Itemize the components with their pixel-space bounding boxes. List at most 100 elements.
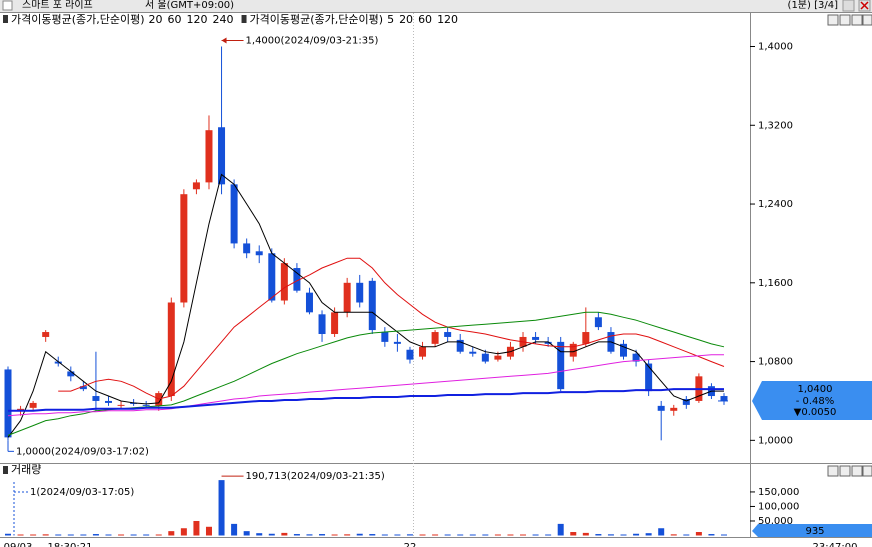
candle-body bbox=[180, 194, 188, 303]
candle-body bbox=[268, 253, 276, 301]
volume-bar bbox=[557, 523, 564, 536]
moving-average-line bbox=[7, 354, 724, 417]
volume-bar bbox=[55, 534, 62, 536]
button[interactable] bbox=[851, 465, 863, 477]
candle-body bbox=[243, 243, 251, 254]
y-tick-label: 1,1600 bbox=[758, 278, 793, 289]
volume-bar bbox=[507, 534, 514, 536]
volume-bar bbox=[180, 528, 187, 536]
candle-body bbox=[331, 312, 339, 335]
volume-bar bbox=[469, 534, 476, 536]
volume-bar bbox=[582, 532, 589, 536]
volume-bar bbox=[369, 534, 376, 536]
candle-body bbox=[192, 182, 200, 190]
button[interactable] bbox=[827, 465, 839, 477]
volume-bar bbox=[595, 534, 602, 536]
volume-bar bbox=[155, 534, 162, 536]
legend-entry: 240 bbox=[213, 13, 234, 26]
period: (1분) [3/4] bbox=[788, 0, 839, 11]
candle-body bbox=[582, 332, 590, 344]
button[interactable] bbox=[862, 465, 872, 477]
candle-body bbox=[318, 314, 326, 335]
y-tick-label: 1,4000 bbox=[758, 42, 793, 53]
timezone: 서 울(GMT+09:00) bbox=[145, 0, 234, 11]
volume-bar bbox=[67, 534, 74, 536]
moving-average-line bbox=[58, 257, 725, 400]
legend-entry: 60 bbox=[418, 13, 432, 26]
candle-body bbox=[419, 346, 427, 357]
close-icon bbox=[860, 1, 869, 10]
volume-bar bbox=[721, 534, 727, 536]
candle-body bbox=[381, 332, 389, 342]
legend-entry: 20 bbox=[149, 13, 163, 26]
candle-body bbox=[230, 184, 238, 244]
volume-bar bbox=[344, 534, 351, 536]
volume-bar bbox=[633, 533, 640, 536]
candle-body bbox=[720, 396, 728, 401]
change: ▼0.0050 bbox=[794, 407, 837, 418]
moving-average-line bbox=[7, 173, 724, 438]
candle-body bbox=[557, 341, 565, 390]
candle-body bbox=[544, 341, 552, 344]
candle-body bbox=[494, 355, 502, 360]
panel-icon bbox=[3, 466, 8, 474]
volume-bar bbox=[281, 532, 288, 536]
volume-bar bbox=[545, 534, 552, 536]
checkbox[interactable] bbox=[2, 0, 13, 11]
y-tick-label: 1,2400 bbox=[758, 199, 793, 210]
volume-bar bbox=[482, 534, 489, 536]
volume-bar bbox=[607, 534, 614, 536]
volume-bar bbox=[205, 526, 212, 536]
button[interactable] bbox=[851, 14, 863, 26]
indicator-label: 가격이동평균(종가,단순이평) bbox=[11, 13, 145, 26]
candle-body bbox=[79, 386, 87, 390]
volume-bar bbox=[268, 533, 275, 536]
legend-entry: 20 bbox=[399, 13, 413, 26]
volume-bar bbox=[520, 534, 527, 536]
candle-body bbox=[92, 396, 100, 401]
y-tick-label: 100,000 bbox=[758, 501, 799, 512]
volume-bar bbox=[331, 534, 338, 536]
volume-bar bbox=[319, 534, 326, 536]
volume-bar bbox=[218, 480, 225, 536]
restore-button[interactable] bbox=[842, 0, 855, 12]
candle-body bbox=[569, 343, 577, 357]
candle-body bbox=[117, 404, 125, 406]
candle-body bbox=[343, 282, 351, 313]
last-volume: 935 bbox=[805, 526, 824, 537]
candle-body bbox=[130, 402, 138, 404]
y-tick-label: 1,0000 bbox=[758, 435, 793, 446]
candles bbox=[4, 46, 728, 536]
candle-body bbox=[167, 302, 175, 397]
volume-bar bbox=[130, 534, 137, 536]
candle-body bbox=[218, 127, 226, 185]
volume-bar bbox=[695, 532, 702, 536]
arrow bbox=[221, 37, 227, 44]
candle-body bbox=[4, 369, 12, 438]
panel-icon bbox=[241, 15, 247, 23]
button[interactable] bbox=[839, 14, 851, 26]
candle-body bbox=[368, 280, 376, 331]
button[interactable] bbox=[827, 14, 839, 26]
volume-bar bbox=[419, 534, 426, 536]
volume-bar bbox=[620, 534, 627, 536]
candle-body bbox=[620, 343, 628, 357]
high-annotation: 1,4000(2024/09/03-21:35) bbox=[246, 36, 379, 47]
volume-bar bbox=[42, 534, 49, 536]
volume-bar bbox=[243, 531, 250, 536]
candle-body bbox=[632, 353, 640, 362]
volume-bar bbox=[256, 533, 263, 536]
button[interactable] bbox=[839, 465, 851, 477]
candle-body bbox=[42, 332, 50, 337]
volume-bar bbox=[118, 534, 125, 536]
button[interactable] bbox=[862, 14, 872, 26]
candle-body bbox=[29, 402, 37, 408]
legend-entry: 5 bbox=[387, 13, 394, 26]
volume-bar bbox=[432, 534, 439, 536]
legend-entry: 120 bbox=[187, 13, 208, 26]
volume-min-annotation: 1(2024/09/03-17:05) bbox=[30, 487, 134, 498]
volume-bar bbox=[92, 534, 99, 536]
candle-body bbox=[670, 407, 678, 411]
moving-average-line bbox=[8, 388, 724, 412]
